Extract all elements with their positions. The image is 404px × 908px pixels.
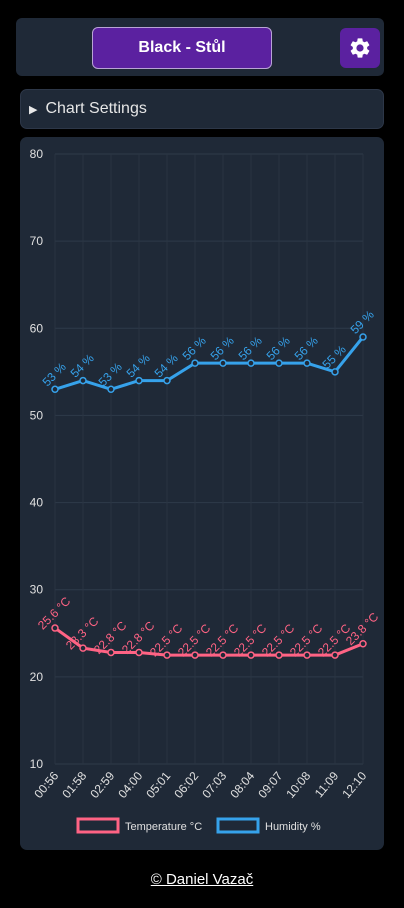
x-tick-label: 09:07 (255, 769, 285, 801)
x-tick-label: 00:56 (31, 769, 61, 801)
humidity-data-label: 53 % (96, 360, 125, 389)
temperature-point (303, 651, 311, 659)
humidity-point (79, 376, 87, 385)
y-tick-label: 50 (30, 408, 44, 422)
temperature-point (51, 624, 59, 632)
settings-button[interactable] (340, 28, 380, 68)
humidity-series-line (54, 336, 365, 391)
footer-credit-link[interactable]: © Daniel Vazač (150, 871, 254, 888)
temperature-point (331, 651, 339, 659)
humidity-point (247, 359, 255, 367)
line-chart: 10 20 30 40 50 60 70 80 00:5601:5802:5904:0005:0… (30, 147, 382, 834)
humidity-point (135, 376, 143, 385)
legend-label: Temperature °C (125, 821, 202, 833)
y-tick-label: 40 (30, 496, 44, 510)
x-tick-label: 07:03 (199, 769, 229, 801)
chart-settings-label: Chart Settings (45, 100, 147, 117)
humidity-data-label: 56 % (264, 333, 293, 362)
gear-icon (350, 38, 370, 58)
x-tick-label: 01:58 (59, 769, 89, 801)
y-tick-label: 20 (30, 670, 44, 684)
y-tick-label: 60 (30, 321, 44, 335)
temperature-point (79, 644, 87, 652)
humidity-data-label: 59 % (348, 307, 377, 336)
y-tick-label: 70 (30, 234, 44, 248)
chart-settings-toggle[interactable]: ▶ Chart Settings (20, 89, 384, 129)
x-tick-label: 10:08 (283, 769, 313, 801)
temperature-point (247, 651, 255, 659)
y-tick-label: 30 (30, 583, 44, 597)
humidity-data-label: 56 % (180, 333, 209, 362)
humidity-data-label: 54 % (68, 351, 97, 380)
legend-label: Humidity % (265, 821, 321, 833)
humidity-point (163, 376, 171, 385)
humidity-data-label: 53 % (40, 360, 69, 389)
triangle-right-icon: ▶ (29, 103, 38, 116)
temperature-point (191, 651, 199, 659)
humidity-point (275, 359, 283, 367)
temperature-point (107, 648, 115, 657)
humidity-point (219, 359, 227, 367)
y-tick-label: 10 (30, 757, 44, 771)
temperature-point (359, 639, 367, 648)
humidity-data-label: 56 % (236, 333, 265, 362)
legend-swatch (216, 817, 260, 834)
temperature-point (275, 651, 283, 659)
x-tick-label: 11:09 (312, 769, 342, 801)
header-bar: Black - Stůl (16, 18, 384, 76)
temperature-point (135, 648, 143, 657)
humidity-data-label: 54 % (124, 351, 153, 380)
x-tick-label: 05:01 (143, 769, 173, 801)
humidity-point (51, 385, 59, 394)
x-tick-label: 02:59 (87, 769, 117, 801)
humidity-point (191, 359, 199, 367)
temperature-point (219, 651, 227, 659)
x-tick-label: 08:04 (227, 769, 257, 801)
humidity-data-label: 56 % (292, 333, 321, 362)
temperature-point (163, 651, 171, 659)
chart-card: 10 20 30 40 50 60 70 80 00:56 01:58 02:59 04:00 05:0… (20, 137, 384, 850)
x-tick-label: 06:02 (171, 769, 201, 801)
y-tick-label: 80 (30, 147, 44, 161)
humidity-data-label: 56 % (208, 333, 237, 362)
device-select-button[interactable]: Black - Stůl (92, 27, 272, 69)
humidity-point (331, 368, 339, 376)
humidity-point (303, 359, 311, 367)
legend-swatch (76, 817, 120, 834)
temperature-series-line (54, 626, 364, 657)
x-tick-label: 12:10 (339, 769, 369, 801)
humidity-data-label: 55 % (320, 342, 349, 371)
humidity-point (107, 385, 115, 394)
x-tick-label: 04:00 (115, 769, 145, 801)
humidity-point (359, 333, 367, 341)
